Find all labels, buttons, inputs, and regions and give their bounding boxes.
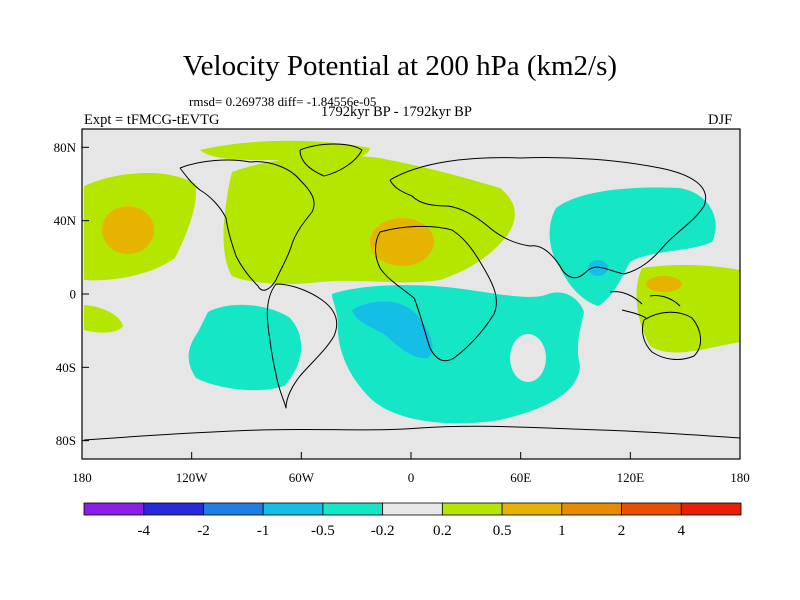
colorbar-label: 0.5 bbox=[493, 523, 512, 539]
map-title: Velocity Potential at 200 hPa (km2/s) bbox=[182, 50, 618, 82]
period-label: 1792kyr BP - 1792kyr BP bbox=[321, 104, 472, 120]
coastline-greenland bbox=[299, 143, 363, 177]
lon-tick-label: 60E bbox=[510, 470, 531, 485]
colorbar-swatch bbox=[561, 502, 622, 516]
colorbar-swatch bbox=[441, 502, 503, 516]
coastline-south-america bbox=[266, 283, 338, 409]
colorbar-swatch bbox=[262, 502, 324, 516]
lat-tick-label: 80S bbox=[56, 433, 76, 448]
lon-tick-label: 0 bbox=[408, 470, 415, 485]
colorbar-label: 2 bbox=[618, 523, 626, 539]
colorbar-label: -1 bbox=[257, 523, 270, 539]
colorbar-swatch bbox=[203, 502, 264, 516]
colorbar-swatch bbox=[322, 502, 384, 516]
negative-region-south-pacific bbox=[188, 304, 302, 391]
stats-text: rmsd= 0.269738 diff= -1.84556e-05 bbox=[189, 94, 377, 109]
positive-region-southeast-pacific bbox=[84, 305, 123, 333]
colorbar-swatch bbox=[83, 502, 145, 516]
neutral-hole-indian-ocean bbox=[510, 334, 546, 382]
colorbar-swatch bbox=[143, 502, 204, 516]
colorbar-swatch bbox=[680, 502, 742, 516]
positive-region-north-cap bbox=[200, 140, 370, 161]
colorbar-label: 1 bbox=[558, 523, 566, 539]
lat-tick-label: 40S bbox=[56, 360, 76, 375]
lon-tick-label: 180 bbox=[72, 470, 92, 485]
experiment-label: Expt = tFMCG-tEVTG bbox=[84, 112, 220, 128]
lon-tick-label: 120W bbox=[176, 470, 209, 485]
colorbar-label: -4 bbox=[137, 523, 150, 539]
positive-core-atlantic bbox=[370, 218, 434, 266]
lat-tick-label: 0 bbox=[70, 287, 77, 302]
coastline-north-america bbox=[179, 159, 315, 291]
lat-tick-label: 40N bbox=[54, 213, 77, 228]
negative-core-atlantic bbox=[352, 301, 433, 359]
coastlines bbox=[83, 143, 740, 441]
longitude-axis: 180 120W 60W 0 60E 120E 180 bbox=[72, 452, 750, 485]
colorbar: -4 -2 -1 -0.5 -0.2 0.2 0.5 1 2 4 bbox=[83, 502, 742, 539]
coastline-maritime-continent bbox=[609, 291, 681, 319]
negative-region-asia bbox=[549, 187, 716, 306]
coastline-australia bbox=[641, 311, 701, 360]
latitude-axis: 80N 40N 0 40S 80S bbox=[54, 140, 89, 448]
colorbar-label: -0.5 bbox=[311, 523, 335, 539]
lon-tick-label: 180 bbox=[730, 470, 750, 485]
coastline-africa bbox=[375, 225, 497, 362]
coastline-eurasia bbox=[389, 156, 707, 279]
colorbar-swatch bbox=[621, 502, 682, 516]
positive-core-pacific bbox=[102, 206, 154, 254]
season-label: DJF bbox=[708, 112, 733, 128]
lon-tick-label: 60W bbox=[289, 470, 315, 485]
colorbar-label: 0.2 bbox=[433, 523, 452, 539]
colorbar-swatch bbox=[501, 502, 563, 516]
colorbar-swatch bbox=[382, 502, 443, 516]
colorbar-label: -2 bbox=[197, 523, 210, 539]
coastline-antarctica bbox=[83, 425, 740, 441]
colorbar-label: 4 bbox=[678, 523, 686, 539]
lon-tick-label: 120E bbox=[617, 470, 645, 485]
positive-core-west-pacific bbox=[646, 276, 682, 292]
positive-region-north-atlantic bbox=[223, 155, 515, 284]
negative-core-asia bbox=[588, 260, 608, 276]
lat-tick-label: 80N bbox=[54, 140, 77, 155]
colorbar-label: -0.2 bbox=[371, 523, 395, 539]
